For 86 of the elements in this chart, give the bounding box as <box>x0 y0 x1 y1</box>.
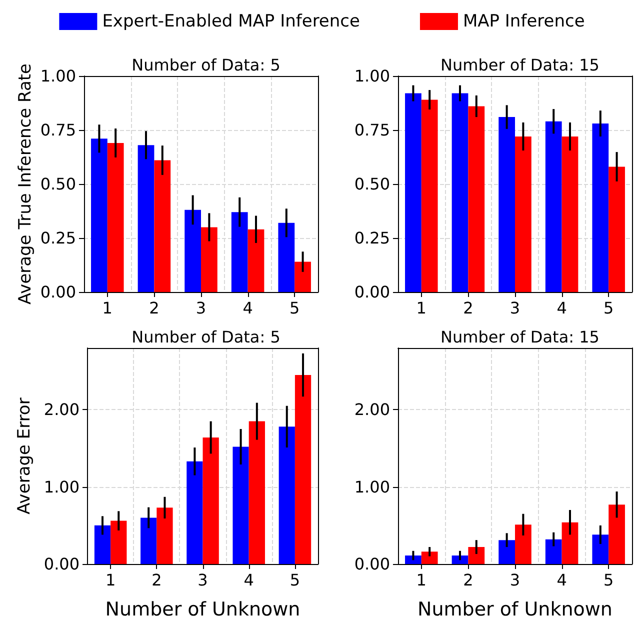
x-axis-title: Number of Unknown <box>105 598 300 620</box>
bar <box>184 210 201 292</box>
bar <box>138 145 154 292</box>
x-tick-label: 3 <box>510 570 520 590</box>
bar <box>110 520 127 564</box>
bar <box>421 552 438 564</box>
x-tick-label: 5 <box>290 570 300 590</box>
x-tick-label: 4 <box>556 570 567 590</box>
y-tick-label: 0.75 <box>40 120 76 140</box>
y-tick-label: 0.50 <box>40 174 76 194</box>
bar <box>562 522 578 564</box>
x-tick-label: 2 <box>149 298 160 318</box>
bar <box>278 426 295 564</box>
y-tick-label: 1.00 <box>44 477 80 496</box>
bar <box>154 160 171 292</box>
bar <box>248 421 265 564</box>
y-tick-label: 2.00 <box>354 400 390 420</box>
bar <box>248 229 264 292</box>
x-tick-label: 2 <box>463 298 474 318</box>
bar <box>421 100 438 292</box>
x-tick-label: 1 <box>105 570 116 590</box>
bar <box>232 446 249 564</box>
y-axis-title: Average Error <box>14 398 34 514</box>
bar <box>515 136 532 292</box>
chart-title: Number of Data: 15 <box>440 56 600 74</box>
y-tick-label: 1.00 <box>40 66 76 86</box>
bar <box>405 93 422 292</box>
bar <box>94 525 111 564</box>
y-tick-label: 0.50 <box>354 174 390 194</box>
bar <box>468 547 485 564</box>
y-tick-label: 0.00 <box>354 282 390 302</box>
x-tick-label: 2 <box>152 570 162 590</box>
legend-label: MAP Inference <box>462 12 585 32</box>
bar <box>592 124 609 292</box>
x-tick-label: 3 <box>510 298 520 318</box>
x-tick-label: 5 <box>290 298 300 318</box>
x-axis-title: Number of Unknown <box>418 598 612 620</box>
y-tick-label: 0.00 <box>44 554 80 574</box>
bar <box>452 93 468 292</box>
bar <box>562 136 578 292</box>
y-tick-label: 0.00 <box>354 554 390 574</box>
bar <box>231 212 248 292</box>
bar <box>545 121 562 292</box>
x-tick-label: 3 <box>196 298 206 318</box>
bar <box>608 166 625 292</box>
chart-title: Number of Data: 15 <box>440 328 600 346</box>
x-tick-label: 5 <box>604 298 614 318</box>
bar <box>107 142 124 292</box>
bar <box>468 106 485 292</box>
bar <box>405 556 422 564</box>
y-tick-label: 0.25 <box>354 228 390 248</box>
bar <box>515 524 532 564</box>
x-tick-label: 1 <box>102 298 112 318</box>
y-axis-title: Average True Inference Rate <box>16 64 36 304</box>
bar <box>202 437 219 564</box>
bar <box>91 138 108 292</box>
x-tick-label: 3 <box>198 570 208 590</box>
x-tick-label: 1 <box>416 298 426 318</box>
bar <box>452 556 468 564</box>
bar <box>608 504 625 564</box>
x-tick-label: 4 <box>244 570 254 590</box>
chart-title: Number of Data: 5 <box>132 56 280 74</box>
y-tick-label: 0.75 <box>354 120 390 140</box>
bar <box>278 222 295 292</box>
bar <box>498 540 515 564</box>
y-tick-label: 0.25 <box>40 228 76 248</box>
x-tick-label: 2 <box>463 570 474 590</box>
x-tick-label: 1 <box>416 570 426 590</box>
bar <box>545 539 562 564</box>
bar <box>156 508 173 564</box>
bar <box>186 461 203 564</box>
bar <box>498 117 515 292</box>
bar <box>201 227 218 292</box>
y-tick-label: 1.00 <box>354 66 390 86</box>
y-tick-label: 2.00 <box>44 400 80 420</box>
x-tick-label: 5 <box>604 570 614 590</box>
bar <box>294 375 312 564</box>
x-tick-label: 4 <box>556 298 567 318</box>
y-tick-label: 1.00 <box>354 477 390 496</box>
bar <box>294 262 311 292</box>
x-tick-label: 4 <box>242 298 253 318</box>
bar <box>592 534 609 564</box>
bar <box>140 518 157 564</box>
legend-label: Expert-Enabled MAP Inference <box>102 12 360 32</box>
chart-title: Number of Data: 5 <box>132 328 280 346</box>
y-tick-label: 0.00 <box>40 282 76 302</box>
